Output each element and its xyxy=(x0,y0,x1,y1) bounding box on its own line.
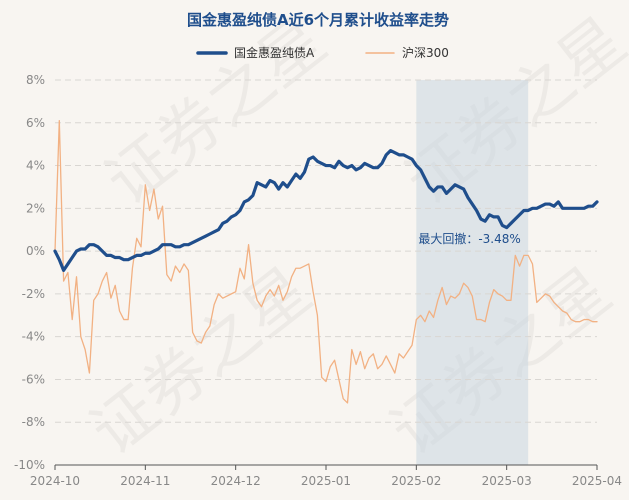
legend-item-fund: 国金惠盈纯债A xyxy=(196,45,315,60)
legend-item-csi300: 沪深300 xyxy=(365,46,449,60)
y-tick-label: 0% xyxy=(26,244,45,258)
x-tick-label: 2024-10 xyxy=(30,474,80,488)
x-tick-label: 2025-01 xyxy=(301,474,351,488)
chart-title: 国金惠盈纯债A近6个月累计收益率走势 xyxy=(187,11,449,29)
y-tick-label: 6% xyxy=(26,116,45,130)
series-line-csi300 xyxy=(54,119,598,404)
max-drawdown-label: 最大回撤：-3.48% xyxy=(418,231,520,246)
legend: 国金惠盈纯债A 沪深300 xyxy=(196,45,449,60)
legend-label: 沪深300 xyxy=(402,46,449,60)
legend-label: 国金惠盈纯债A xyxy=(234,45,315,60)
x-tick-label: 2024-11 xyxy=(120,474,170,488)
y-tick-label: -6% xyxy=(22,372,45,386)
x-tick-label: 2025-02 xyxy=(391,474,441,488)
x-tick-label: 2024-12 xyxy=(211,474,261,488)
axes: 8% 6% 4% 2% 0% -2% -4% -6% -8% -10% 2024-10 2024-11… xyxy=(14,73,622,488)
watermark-text: 证券之星 xyxy=(93,4,340,220)
watermark: 证券之星证券之星证券之星证券之星 xyxy=(78,4,629,470)
y-tick-label: -8% xyxy=(22,415,45,429)
series xyxy=(53,119,599,404)
series-line-fund xyxy=(53,148,599,272)
y-tick-label: -4% xyxy=(22,330,45,344)
y-tick-label: -10% xyxy=(14,458,45,472)
y-tick-label: 8% xyxy=(26,73,45,87)
x-tick-label: 2025-03 xyxy=(482,474,532,488)
y-tick-label: 4% xyxy=(26,159,45,173)
x-tick-label: 2025-04 xyxy=(572,474,622,488)
y-tick-label: -2% xyxy=(22,287,45,301)
max-drawdown-shade xyxy=(416,80,529,465)
y-tick-label: 2% xyxy=(26,201,45,215)
